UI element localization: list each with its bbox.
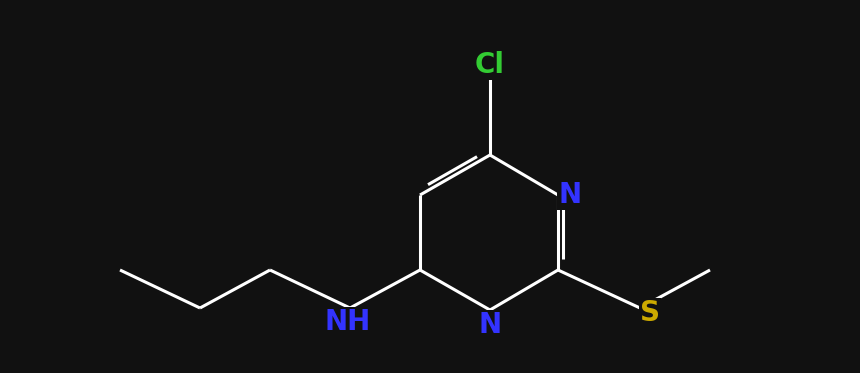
Text: NH: NH xyxy=(325,308,372,336)
Text: S: S xyxy=(640,299,660,327)
Text: N: N xyxy=(478,311,501,339)
Text: Cl: Cl xyxy=(475,51,505,79)
Text: N: N xyxy=(558,181,581,209)
